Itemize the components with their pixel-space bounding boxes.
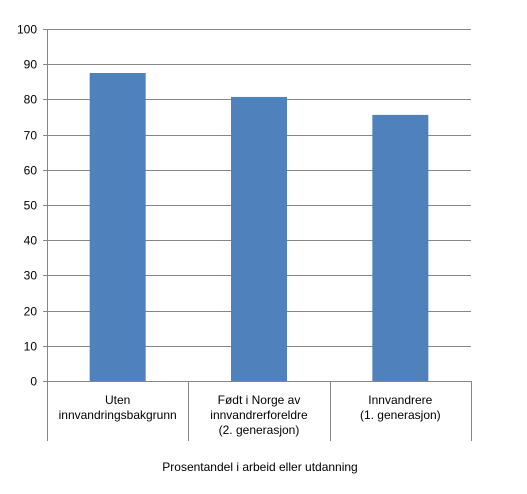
bar [231, 96, 287, 381]
bars [89, 73, 429, 381]
y-tick-label: 10 [24, 340, 38, 354]
y-tick-label: 0 [30, 375, 37, 389]
category-label: (1. generasjon) [360, 408, 441, 422]
category-label: (2. generasjon) [219, 423, 300, 437]
y-tick-labels: 0 10 20 30 40 50 60 70 80 90 100 [17, 23, 37, 389]
y-tick-label: 100 [17, 23, 37, 37]
y-tick-label: 70 [24, 129, 38, 143]
bar [89, 73, 146, 381]
bar [372, 114, 429, 381]
category-label: Uten [105, 393, 130, 407]
y-tick-label: 20 [24, 305, 38, 319]
x-axis-title: Prosentandel i arbeid eller utdanning [162, 460, 357, 474]
category-label: innvandringsbakgrunn [59, 408, 177, 422]
axes [47, 29, 472, 441]
y-tick-label: 50 [24, 199, 38, 213]
category-label: innvandrerforeldre [210, 408, 308, 422]
y-tick-label: 80 [24, 93, 38, 107]
y-tick-label: 40 [24, 234, 38, 248]
category-label: Innvandrere [368, 393, 432, 407]
category-label: Født i Norge av [218, 393, 301, 407]
y-tick-label: 30 [24, 269, 38, 283]
y-tick-label: 60 [24, 164, 38, 178]
y-tick-label: 90 [24, 58, 38, 72]
